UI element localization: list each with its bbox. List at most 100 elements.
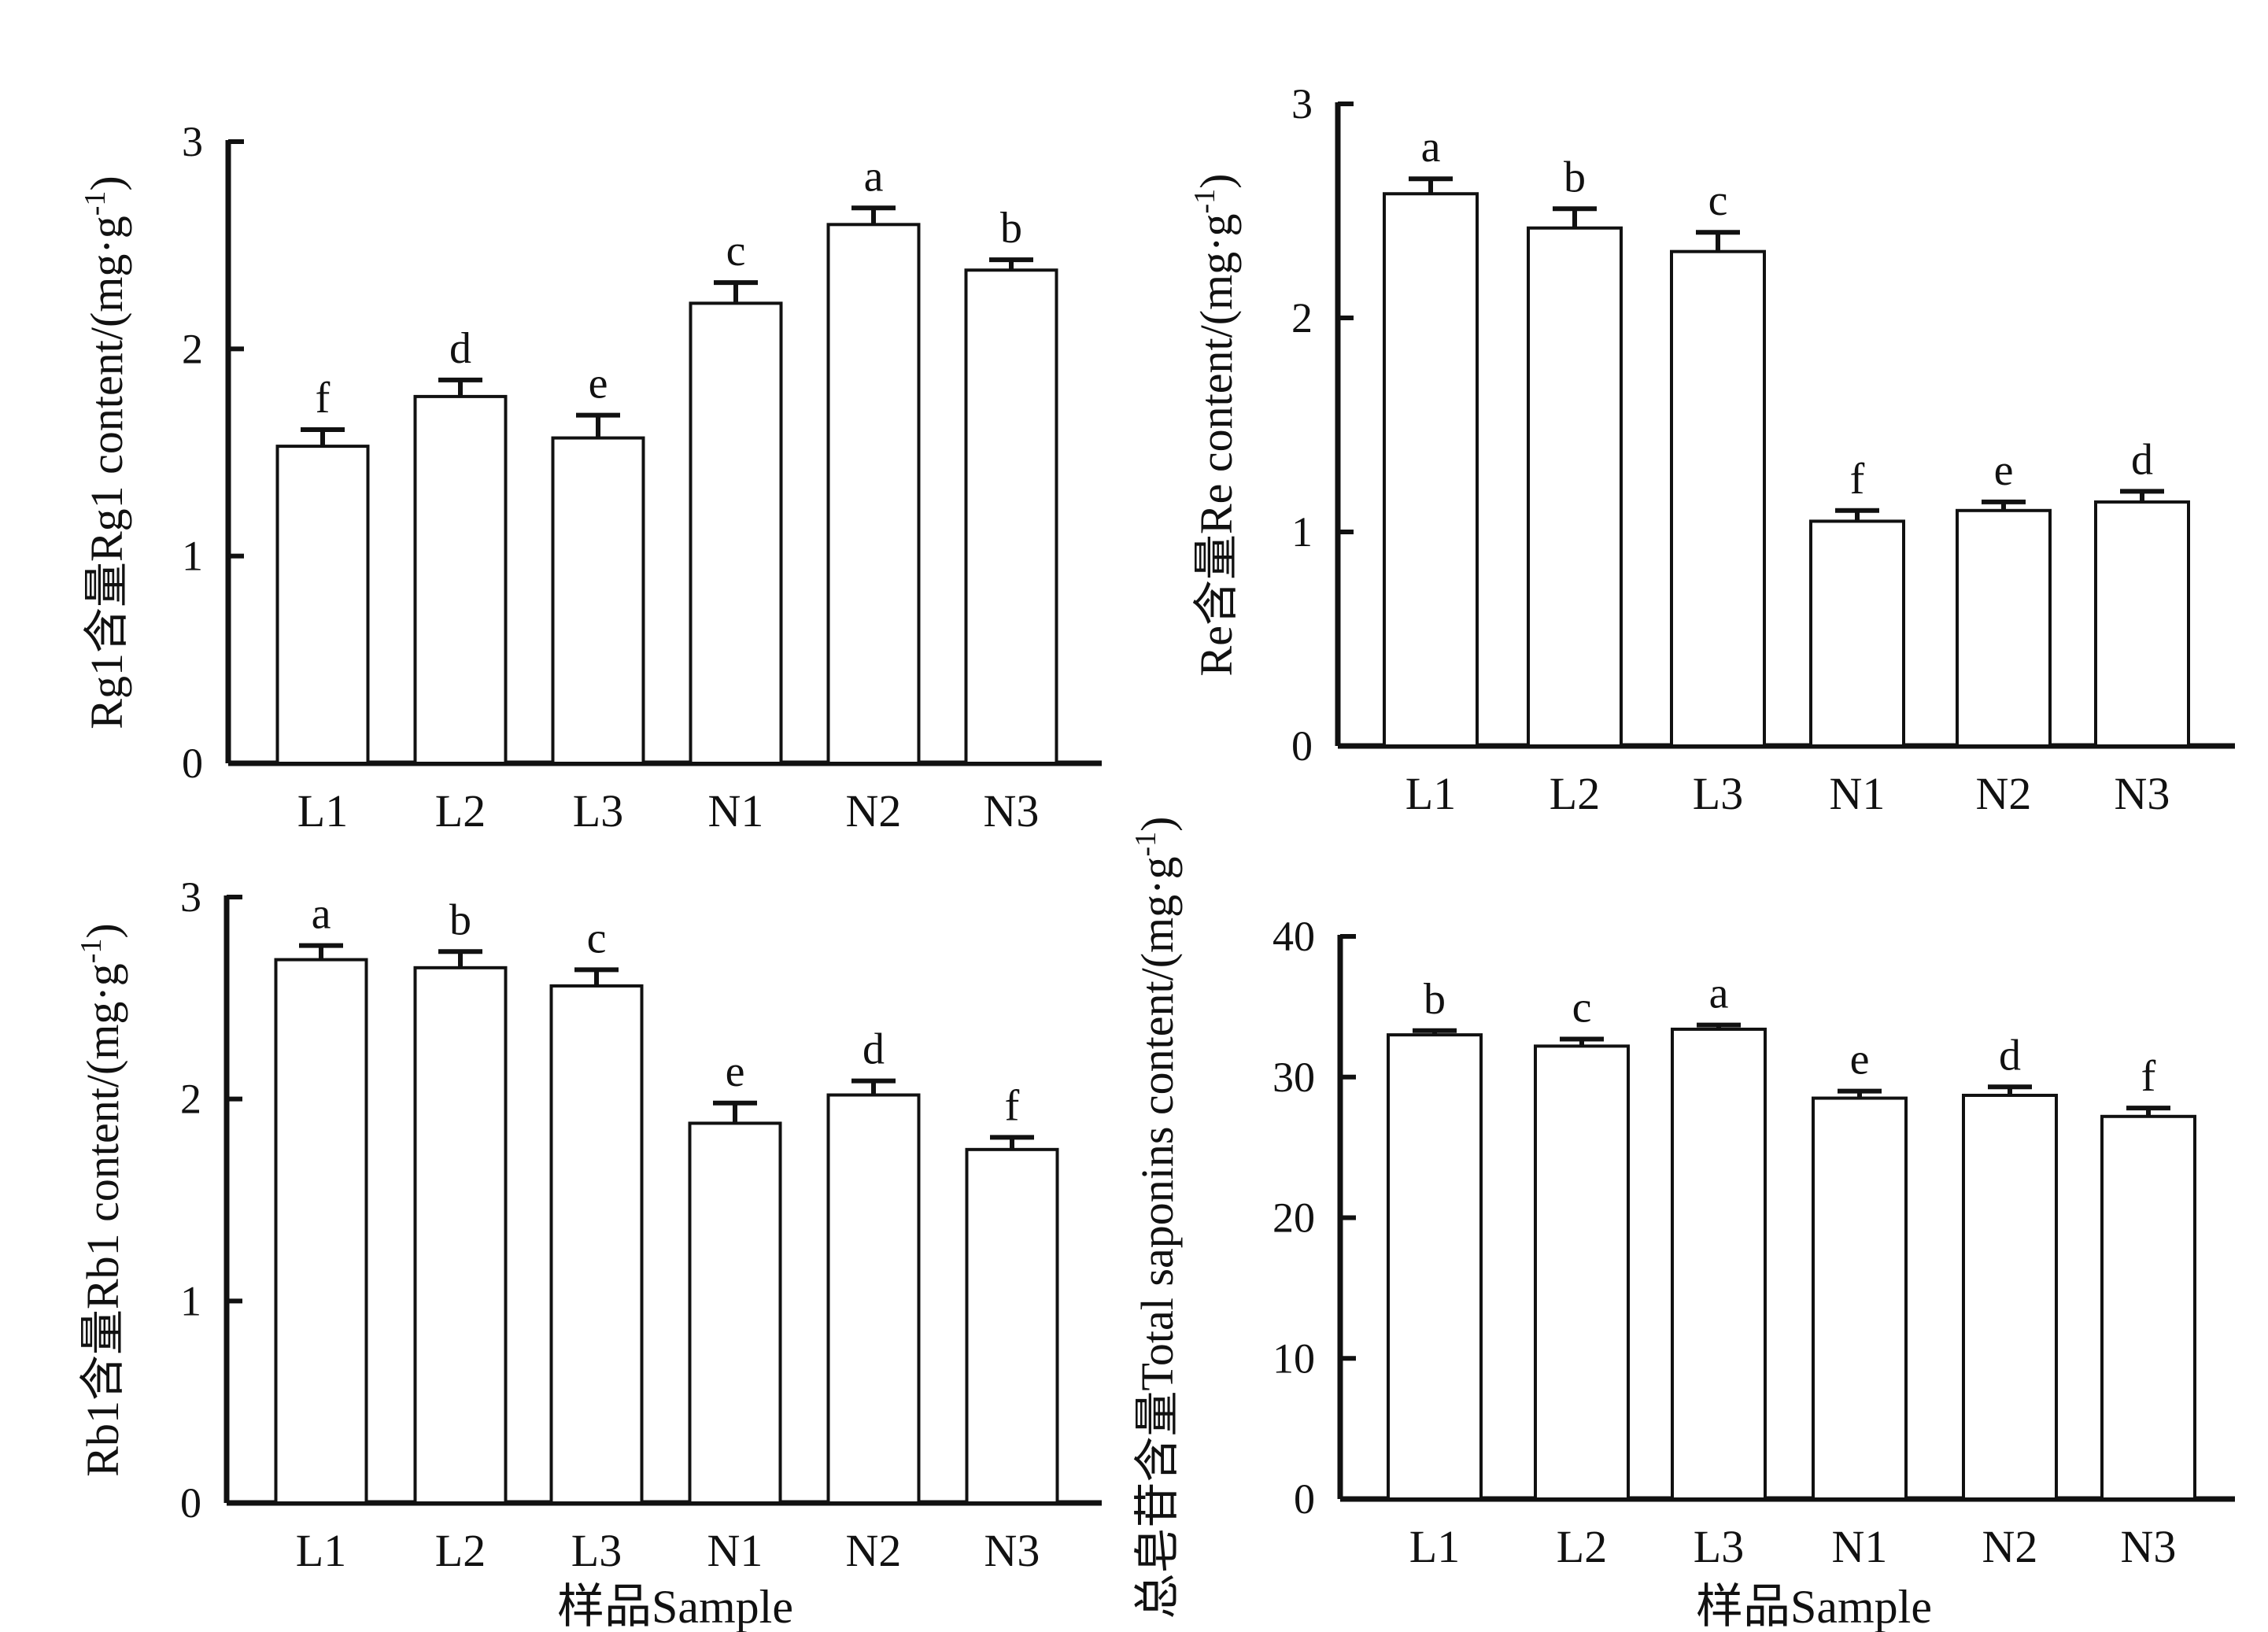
bar-N2 bbox=[1956, 508, 2052, 748]
y-axis-title: Rb1含量Rb1 content/(mg·g-1) bbox=[75, 923, 128, 1476]
y-tick-label: 3 bbox=[1291, 80, 1313, 127]
significance-label-L3: c bbox=[1708, 176, 1728, 225]
significance-label-N3: d bbox=[2131, 435, 2153, 484]
bar-L1 bbox=[1383, 192, 1479, 748]
bar-L2 bbox=[1527, 226, 1623, 748]
y-axis-title-cn: Rg1含量 bbox=[81, 562, 132, 729]
bar-L3 bbox=[1670, 249, 1766, 748]
bar-N1 bbox=[688, 1121, 782, 1505]
significance-label-N3: b bbox=[1000, 204, 1022, 253]
category-label-L1: L1 bbox=[1409, 1521, 1460, 1572]
significance-label-L1: b bbox=[1424, 975, 1446, 1024]
category-label-N2: N2 bbox=[846, 785, 902, 836]
significance-label-L3: a bbox=[1709, 969, 1729, 1018]
bar-N1 bbox=[1812, 1096, 1908, 1501]
y-axis-title-close: ) bbox=[77, 923, 128, 938]
significance-label-L1: a bbox=[1421, 123, 1441, 172]
y-axis-title-superscript: -1 bbox=[75, 939, 108, 964]
significance-label-L2: d bbox=[449, 324, 471, 373]
bar-L2 bbox=[1534, 1044, 1630, 1501]
panel-re-chart: 0 1 2 3 a L1 b L2 c L3 f N1 e N2 d N3 Re含量Re content/(mg… bbox=[1188, 80, 2235, 819]
y-axis-title: 总皂苷含量Total saponins content/(mg·g-1) bbox=[1129, 817, 1183, 1619]
category-label-N3: N3 bbox=[2121, 1521, 2177, 1572]
significance-label-N2: d bbox=[1999, 1031, 2021, 1080]
y-tick-label: 3 bbox=[180, 873, 201, 921]
bar-L3 bbox=[1671, 1027, 1767, 1501]
category-label-L3: L3 bbox=[1694, 1521, 1744, 1572]
y-tick-label: 1 bbox=[180, 1277, 201, 1324]
bar-N2 bbox=[826, 1093, 921, 1505]
y-axis-title-superscript: -1 bbox=[79, 191, 112, 216]
bar-N1 bbox=[1809, 519, 1905, 748]
bar-N2 bbox=[1962, 1093, 2058, 1501]
y-axis-title-cn: Re含量 bbox=[1191, 534, 1242, 676]
category-label-N2: N2 bbox=[1976, 768, 2032, 819]
significance-label-N2: a bbox=[864, 152, 884, 201]
y-axis-title-cn: 总皂苷含量 bbox=[1132, 1390, 1183, 1619]
panel-total-saponins-chart: 0 10 20 30 40 b L1 c L2 a L3 e N1 d N2 f N3 总皂苷含量Total sa… bbox=[1129, 817, 2235, 1632]
significance-label-N1: f bbox=[1850, 455, 1865, 504]
category-label-N3: N3 bbox=[984, 1525, 1040, 1576]
significance-label-L2: b bbox=[1564, 153, 1586, 201]
category-label-L2: L2 bbox=[1557, 1521, 1607, 1572]
bar-L3 bbox=[551, 436, 645, 765]
category-label-L1: L1 bbox=[297, 785, 348, 836]
category-label-N3: N3 bbox=[2115, 768, 2170, 819]
bar-L1 bbox=[275, 445, 370, 765]
category-label-N2: N2 bbox=[846, 1525, 902, 1576]
y-tick-label: 0 bbox=[182, 740, 203, 787]
significance-label-L3: c bbox=[587, 914, 607, 962]
significance-label-L3: e bbox=[589, 360, 608, 408]
bar-N3 bbox=[964, 268, 1058, 765]
category-label-N3: N3 bbox=[984, 785, 1040, 836]
y-tick-label: 1 bbox=[182, 533, 203, 580]
significance-label-N1: e bbox=[1850, 1036, 1870, 1084]
y-tick-label: 1 bbox=[1291, 508, 1313, 556]
y-tick-label: 2 bbox=[182, 325, 203, 372]
panel-rg1-chart: 0 1 2 3 f L1 d L2 e L3 c N1 a N2 b N3 Rg1含量Rg1 content/(… bbox=[79, 118, 1102, 836]
y-axis-title-close: ) bbox=[1132, 817, 1183, 832]
category-label-N1: N1 bbox=[708, 785, 764, 836]
bar-L1 bbox=[1387, 1033, 1483, 1501]
panel-rb1-chart: 0 1 2 3 a L1 b L2 c L3 e N1 d N2 f N3 Rb1含量Rb1 content/(… bbox=[75, 873, 1102, 1632]
bar-L2 bbox=[413, 966, 508, 1505]
category-label-L3: L3 bbox=[571, 1525, 622, 1576]
category-label-N1: N1 bbox=[707, 1525, 763, 1576]
y-axis-title: Re含量Re content/(mg·g-1) bbox=[1188, 174, 1242, 677]
significance-label-L1: a bbox=[312, 890, 331, 939]
bar-L2 bbox=[413, 394, 508, 765]
category-label-N1: N1 bbox=[1832, 1521, 1888, 1572]
bar-N3 bbox=[2094, 500, 2190, 748]
bar-N3 bbox=[965, 1147, 1059, 1505]
y-tick-label: 3 bbox=[182, 118, 203, 165]
category-label-L2: L2 bbox=[435, 785, 486, 836]
significance-label-N1: c bbox=[726, 227, 746, 275]
significance-label-N2: e bbox=[1994, 446, 2014, 495]
y-axis-title-cn: Rb1含量 bbox=[77, 1309, 128, 1477]
bar-N1 bbox=[689, 301, 783, 765]
category-label-L1: L1 bbox=[296, 1525, 346, 1576]
y-tick-label: 0 bbox=[180, 1479, 201, 1527]
y-axis-title-superscript: -1 bbox=[1129, 832, 1162, 857]
y-tick-label: 2 bbox=[180, 1076, 201, 1123]
bar-N2 bbox=[826, 223, 921, 766]
y-axis-title-close: ) bbox=[81, 175, 132, 190]
category-label-N1: N1 bbox=[1830, 768, 1886, 819]
significance-label-L2: b bbox=[449, 895, 471, 944]
y-axis-title-en: Rg1 content/(mg·g bbox=[81, 216, 132, 562]
category-label-L2: L2 bbox=[435, 1525, 486, 1576]
bar-L3 bbox=[549, 984, 644, 1505]
category-label-L3: L3 bbox=[1693, 768, 1743, 819]
y-tick-label: 30 bbox=[1273, 1054, 1315, 1101]
y-tick-label: 2 bbox=[1291, 294, 1313, 342]
x-axis-title: 样品Sample bbox=[557, 1581, 793, 1632]
x-axis-title: 样品Sample bbox=[1696, 1581, 1932, 1632]
significance-label-N1: e bbox=[726, 1047, 745, 1096]
y-tick-label: 0 bbox=[1291, 722, 1313, 770]
category-label-L2: L2 bbox=[1550, 768, 1600, 819]
category-label-N2: N2 bbox=[1982, 1521, 2038, 1572]
significance-label-L2: c bbox=[1572, 983, 1592, 1032]
significance-label-N3: f bbox=[1005, 1081, 1020, 1130]
y-tick-label: 0 bbox=[1294, 1475, 1315, 1523]
